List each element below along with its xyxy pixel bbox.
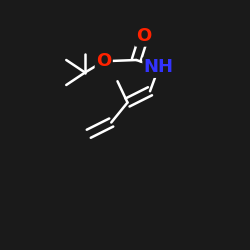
- Text: O: O: [136, 27, 152, 45]
- Text: O: O: [96, 52, 112, 70]
- Text: NH: NH: [144, 58, 174, 76]
